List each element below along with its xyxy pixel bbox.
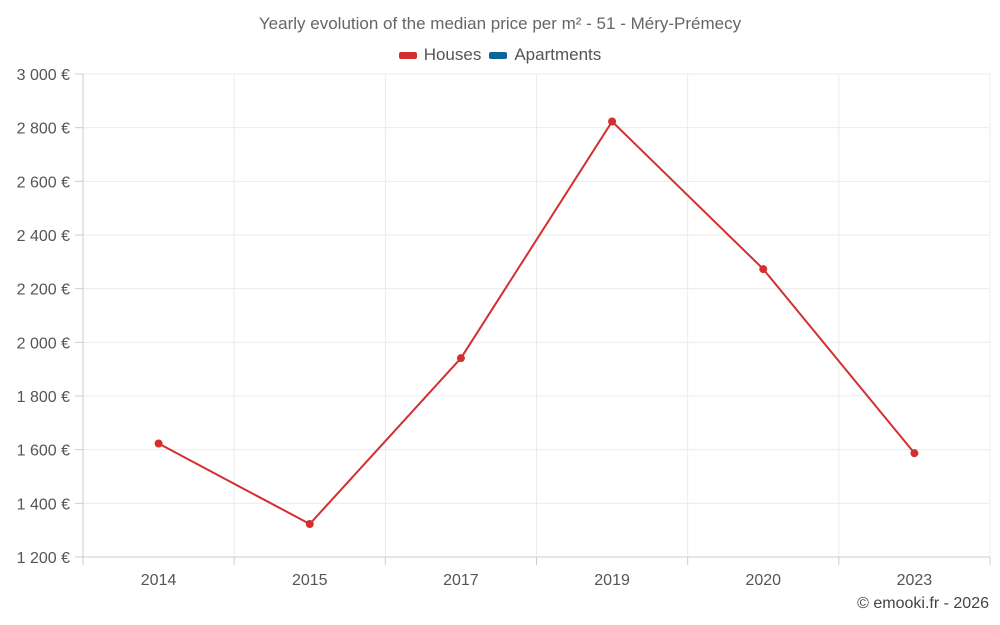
legend-label-houses: Houses: [423, 45, 482, 64]
data-point-houses: [759, 265, 768, 274]
y-tick-label: 1 400 €: [17, 496, 70, 513]
data-point-houses: [154, 439, 163, 448]
x-tick-label: 2020: [745, 572, 781, 589]
chart-title: Yearly evolution of the median price per…: [258, 14, 742, 33]
y-tick-label: 2 800 €: [17, 121, 70, 138]
x-tick-label: 2014: [141, 572, 177, 589]
data-point-houses: [305, 519, 314, 528]
data-point-houses: [910, 449, 919, 458]
y-tick-label: 1 200 €: [17, 550, 70, 567]
y-tick-label: 1 800 €: [17, 389, 70, 406]
legend-item-apartments[interactable]: Apartments: [489, 45, 601, 65]
y-tick-label: 2 600 €: [17, 174, 70, 191]
data-point-houses: [608, 117, 617, 126]
y-tick-label: 2 000 €: [17, 335, 70, 352]
x-tick-label: 2017: [443, 572, 479, 589]
y-tick-label: 2 200 €: [17, 282, 70, 299]
credit-text: © emooki.fr - 2026: [857, 595, 989, 612]
axes: 1 200 € 1 400 € 1 600 € 1 800 € 2 000 € 2 200…: [17, 67, 991, 589]
legend-label-apartments: Apartments: [514, 45, 602, 64]
legend-swatch-houses: [398, 51, 417, 59]
x-tick-label: 2019: [594, 572, 630, 589]
y-tick-label: 1 600 €: [17, 443, 70, 460]
grid: [82, 73, 991, 558]
data-point-houses: [456, 354, 465, 363]
legend: Houses Apartments: [0, 45, 1000, 65]
series-line-houses: [158, 120, 916, 525]
y-tick-label: 3 000 €: [17, 67, 70, 84]
x-tick-label: 2015: [292, 572, 328, 589]
series-layer: [154, 117, 919, 528]
y-tick-label: 2 400 €: [17, 228, 70, 245]
x-tick-label: 2023: [897, 572, 933, 589]
legend-item-houses[interactable]: Houses: [398, 45, 482, 65]
legend-swatch-apartments: [489, 51, 508, 59]
